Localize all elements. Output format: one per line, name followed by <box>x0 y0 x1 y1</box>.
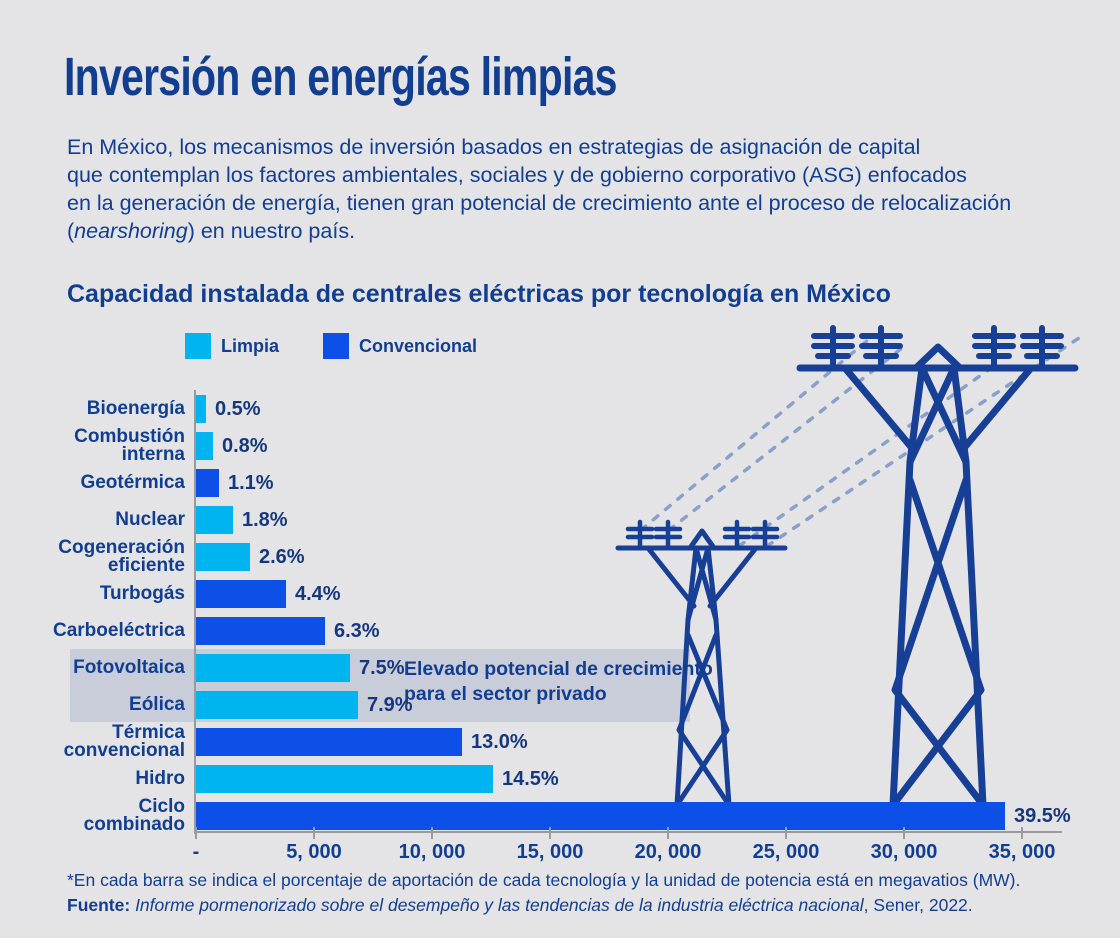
category-label: Bioenergía <box>86 398 185 419</box>
source-prefix: Fuente: <box>67 895 136 915</box>
value-label: 0.8% <box>222 435 268 457</box>
legend-label: Convencional <box>359 335 478 356</box>
bar-cogeneración-eficiente <box>196 543 250 571</box>
page-title: Inversión en energías limpias <box>64 47 618 107</box>
category-label: Cogeneración eficiente <box>58 537 185 576</box>
x-tick-label: 20, 000 <box>634 841 702 863</box>
bar-bioenergía <box>196 395 206 423</box>
intro-line-1: En México, los mecanismos de inversión b… <box>67 135 921 159</box>
x-tick-mark <box>903 827 905 839</box>
intro-line-3: en la generación de energía, tienen gran… <box>67 191 1012 215</box>
value-label: 4.4% <box>295 583 341 605</box>
legend: Limpia Convencional <box>185 333 477 359</box>
x-tick-mark <box>549 827 551 839</box>
chart-title: Capacidad instalada de centrales eléctri… <box>67 280 891 308</box>
value-label: 1.8% <box>242 509 288 531</box>
category-label: Nuclear <box>115 509 185 530</box>
y-axis-line <box>194 390 196 834</box>
x-tick-mark <box>313 827 315 839</box>
category-label: Geotérmica <box>80 472 185 493</box>
legend-label: Limpia <box>221 335 280 356</box>
source-suffix: , Sener, 2022. <box>863 895 973 915</box>
nearshoring-italic: nearshoring <box>74 219 188 243</box>
footnote: *En cada barra se indica el porcentaje d… <box>67 870 1021 890</box>
transmission-towers-illustration <box>615 325 1087 809</box>
bar-térmica-convencional <box>196 728 462 756</box>
bar-combustión-interna <box>196 432 213 460</box>
x-tick-label: 10, 000 <box>398 841 466 863</box>
category-label: Hidro <box>135 768 185 789</box>
bar-turbogás <box>196 580 286 608</box>
value-label: 1.1% <box>228 472 274 494</box>
category-label: Combustión interna <box>74 426 185 465</box>
category-label: Térmica convencional <box>63 722 185 761</box>
bar-nuclear <box>196 506 233 534</box>
annotation-callout: Elevado potencial de crecimiento para el… <box>404 658 713 705</box>
value-label: 2.6% <box>259 546 305 568</box>
intro-paragraph: En México, los mecanismos de inversión b… <box>67 133 1011 245</box>
convencional-swatch <box>323 333 350 359</box>
source-line: Fuente: Informe pormenorizado sobre el d… <box>67 895 973 916</box>
x-tick-label: 5, 000 <box>286 841 342 863</box>
bar-geotérmica <box>196 469 219 497</box>
x-axis-line <box>194 831 1062 833</box>
x-tick-label: 25, 000 <box>752 841 820 863</box>
large-tower <box>796 325 1079 809</box>
bar-carboeléctrica <box>196 617 325 645</box>
category-label: Ciclo combinado <box>83 796 185 835</box>
small-tower <box>615 519 788 808</box>
value-label: 14.5% <box>502 768 559 790</box>
value-label: 0.5% <box>215 398 261 420</box>
x-tick-label: - <box>192 841 200 863</box>
value-label: 13.0% <box>471 731 528 753</box>
bar-hidro <box>196 765 493 793</box>
intro-line-2: que contemplan los factores ambientales,… <box>67 163 967 187</box>
x-tick-mark <box>667 827 669 839</box>
x-tick-mark <box>785 827 787 839</box>
x-tick-label: 15, 000 <box>516 841 584 863</box>
x-tick-mark <box>195 827 197 839</box>
insulator-icon <box>625 519 780 551</box>
source-title-italic: Informe pormenorizado sobre el desempeño… <box>135 895 864 915</box>
value-label: 6.3% <box>334 620 380 642</box>
legend-item-limpia: Limpia <box>185 333 279 359</box>
x-tick-mark <box>431 827 433 839</box>
insulator-icon <box>811 325 1064 371</box>
x-tick-label: 35, 000 <box>988 841 1056 863</box>
category-label: Turbogás <box>99 583 185 604</box>
legend-item-convencional: Convencional <box>323 333 477 359</box>
limpia-swatch <box>185 333 211 359</box>
category-label: Carboeléctrica <box>52 620 185 641</box>
x-tick-mark <box>1021 827 1023 839</box>
intro-line-4: (nearshoring) en nuestro país. <box>67 219 356 243</box>
x-tick-label: 30, 000 <box>870 841 938 863</box>
highlight-band <box>70 649 690 722</box>
